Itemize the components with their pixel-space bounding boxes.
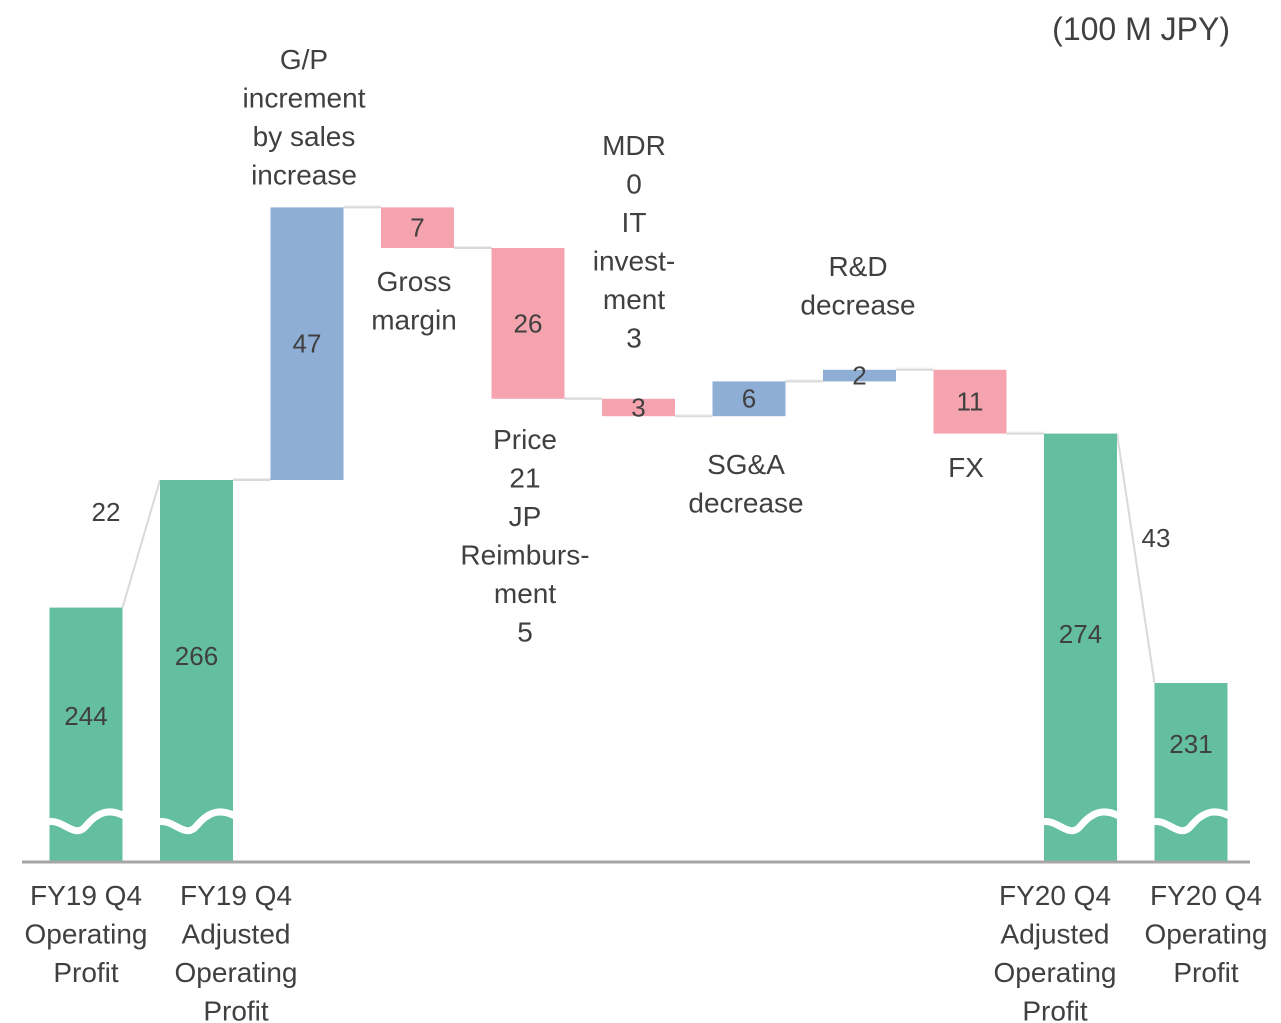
adjustment-label: 43 — [1142, 523, 1171, 553]
annotation-label: FX — [948, 452, 984, 483]
connector-line — [121, 479, 161, 608]
bar-7 — [712, 381, 786, 417]
bar-8 — [823, 369, 896, 382]
category-label: Operating — [175, 957, 298, 988]
category-label: Profit — [203, 996, 269, 1023]
bar-value-label: 244 — [64, 701, 107, 731]
category-label: Adjusted — [1001, 919, 1110, 950]
bar-value-label: 231 — [1169, 729, 1212, 759]
annotation-label: JP — [509, 501, 542, 532]
annotation-label: ment — [494, 578, 556, 609]
annotation-label: ment — [603, 284, 665, 315]
axis-break-wave — [1151, 808, 1232, 835]
bar-value-label: 266 — [175, 641, 218, 671]
bar-4 — [381, 207, 454, 248]
axis-break-wave — [157, 808, 237, 835]
bar-10 — [1044, 433, 1117, 862]
bar-6 — [602, 398, 675, 417]
category-label: Operating — [1145, 919, 1268, 950]
category-label: Profit — [53, 957, 119, 988]
bar-3 — [270, 207, 344, 480]
category-label: Adjusted — [182, 919, 291, 950]
bar-value-label: 2 — [852, 360, 866, 390]
category-label: FY20 Q4 — [999, 880, 1111, 911]
category-label: FY19 Q4 — [180, 880, 292, 911]
category-label: Operating — [994, 957, 1117, 988]
annotation-label: IT — [622, 207, 647, 238]
annotation-label: margin — [371, 305, 457, 336]
annotation-label: R&D — [828, 251, 887, 282]
category-label: Operating — [25, 919, 148, 950]
annotation-label: G/P — [280, 44, 328, 75]
annotation-label: SG&A — [707, 449, 785, 480]
annotation-label: decrease — [800, 290, 915, 321]
unit-label: (100 M JPY) — [1052, 11, 1230, 47]
bar-value-label: 11 — [957, 387, 984, 417]
bar-1 — [49, 607, 123, 862]
annotation-label: increase — [251, 160, 357, 191]
annotation-label: Reimburs- — [460, 540, 589, 571]
bar-value-label: 26 — [514, 308, 543, 338]
bar-11 — [1154, 683, 1228, 862]
bar-value-label: 6 — [742, 384, 756, 414]
annotation-label: invest- — [593, 246, 675, 277]
annotation-label: increment — [243, 83, 366, 114]
bar-2 — [160, 480, 233, 862]
annotation-label: 5 — [517, 617, 533, 648]
annotation-label: MDR — [602, 130, 666, 161]
annotation-label: Gross — [377, 266, 452, 297]
category-label: FY20 Q4 — [1150, 880, 1262, 911]
category-label: Profit — [1173, 957, 1239, 988]
adjustment-label: 22 — [92, 497, 121, 527]
category-label: FY19 Q4 — [30, 880, 142, 911]
annotation-label: Price — [493, 424, 557, 455]
bar-value-label: 274 — [1059, 619, 1102, 649]
annotation-label: by sales — [253, 121, 356, 152]
bar-9 — [933, 369, 1007, 434]
bar-value-label: 47 — [293, 329, 322, 359]
axis-break-wave — [1041, 808, 1121, 835]
axis-break-wave — [46, 808, 127, 835]
annotation-label: decrease — [688, 488, 803, 519]
annotation-label: 3 — [626, 323, 642, 354]
bar-value-label: 3 — [631, 392, 645, 422]
bar-value-label: 7 — [410, 213, 424, 243]
category-label: Profit — [1022, 996, 1088, 1023]
annotation-label: 21 — [509, 463, 540, 494]
bar-5 — [491, 248, 565, 399]
connector-line — [1116, 433, 1156, 684]
annotation-label: 0 — [626, 169, 642, 200]
